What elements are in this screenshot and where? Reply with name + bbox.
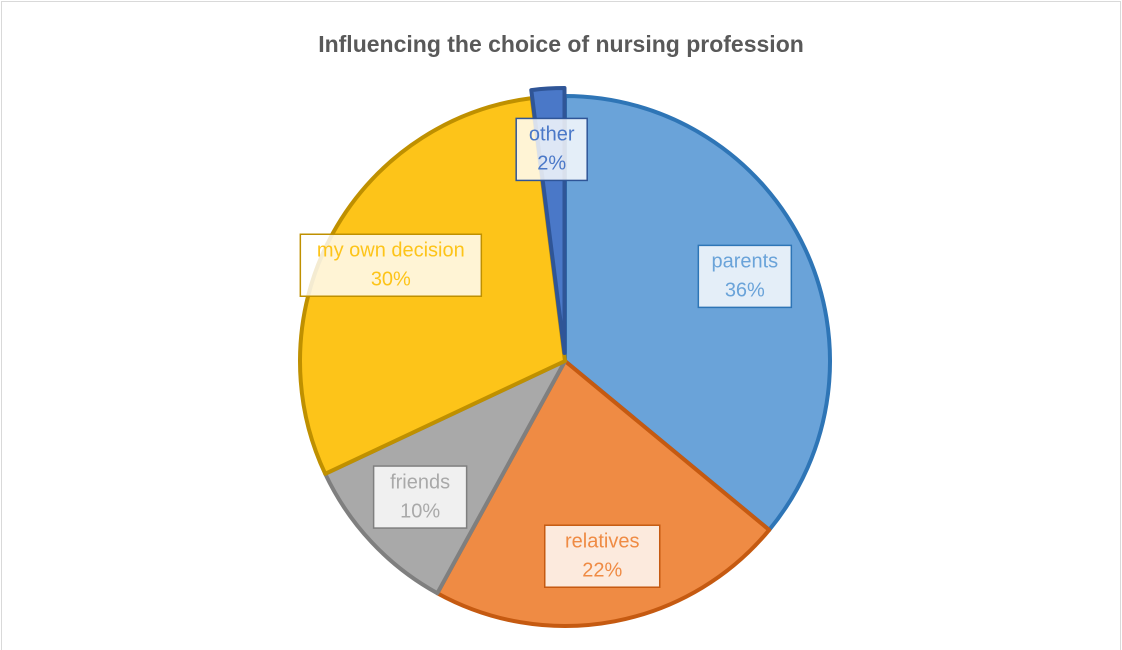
chart-title: Influencing the choice of nursing profes… [318,31,804,57]
pie-slice [563,94,832,532]
data-label-box [543,524,661,588]
data-label-box [299,233,483,298]
data-label-name: relatives [565,531,639,553]
data-label-value: 10% [400,500,440,522]
data-label-box [515,117,588,182]
data-label-name: other [529,124,575,146]
data-label-value: 22% [582,560,622,582]
data-label-name: my own decision [317,240,465,262]
data-label-box [372,465,468,529]
data-label-box [697,244,793,309]
data-label-value: 30% [371,269,411,291]
data-label-value: 2% [537,153,566,175]
data-label-name: friends [390,471,450,493]
data-label-name: parents [711,251,778,273]
pie-slice [435,359,772,628]
data-label-value: 36% [725,280,765,302]
